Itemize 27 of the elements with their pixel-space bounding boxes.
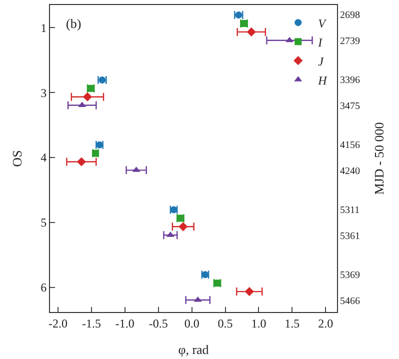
category-label: 2698 2739 — [340, 10, 360, 48]
category-label: 5311 5361 — [340, 204, 360, 242]
x-tick-label: 1.5 — [284, 316, 300, 330]
y2-axis-title: MJD - 50 000 — [372, 122, 387, 195]
x-tick-label: -1.5 — [82, 316, 101, 330]
x-tick-label: 1.0 — [251, 316, 266, 330]
legend-label: V — [318, 16, 328, 30]
x-tick-label: -1.0 — [115, 316, 134, 330]
x-tick-label: 2.0 — [318, 316, 334, 330]
x-tick-label: 0.5 — [218, 316, 233, 330]
y-tick-label: 6 — [40, 280, 47, 295]
legend-label: I — [317, 35, 324, 50]
category-label: 3396 3475 — [340, 75, 360, 112]
y-tick-label: 3 — [40, 86, 47, 100]
annotation: (b) — [66, 16, 82, 31]
legend-label: H — [317, 73, 328, 88]
x-tick-label: 0.0 — [184, 316, 200, 330]
x-tick-label: -0.5 — [148, 316, 168, 330]
x-axis-title: φ, rad — [178, 342, 210, 357]
category-label: 4156 4240 — [340, 140, 360, 178]
x-tick-label: -2.0 — [48, 316, 68, 330]
category-label: 5369 5466 — [340, 270, 360, 307]
y-tick-label: 4 — [40, 150, 47, 165]
y-tick-label: 5 — [40, 216, 47, 230]
legend-label: J — [318, 54, 324, 68]
y-tick-label: 1 — [40, 20, 47, 35]
y-axis-title: OS — [10, 150, 25, 167]
